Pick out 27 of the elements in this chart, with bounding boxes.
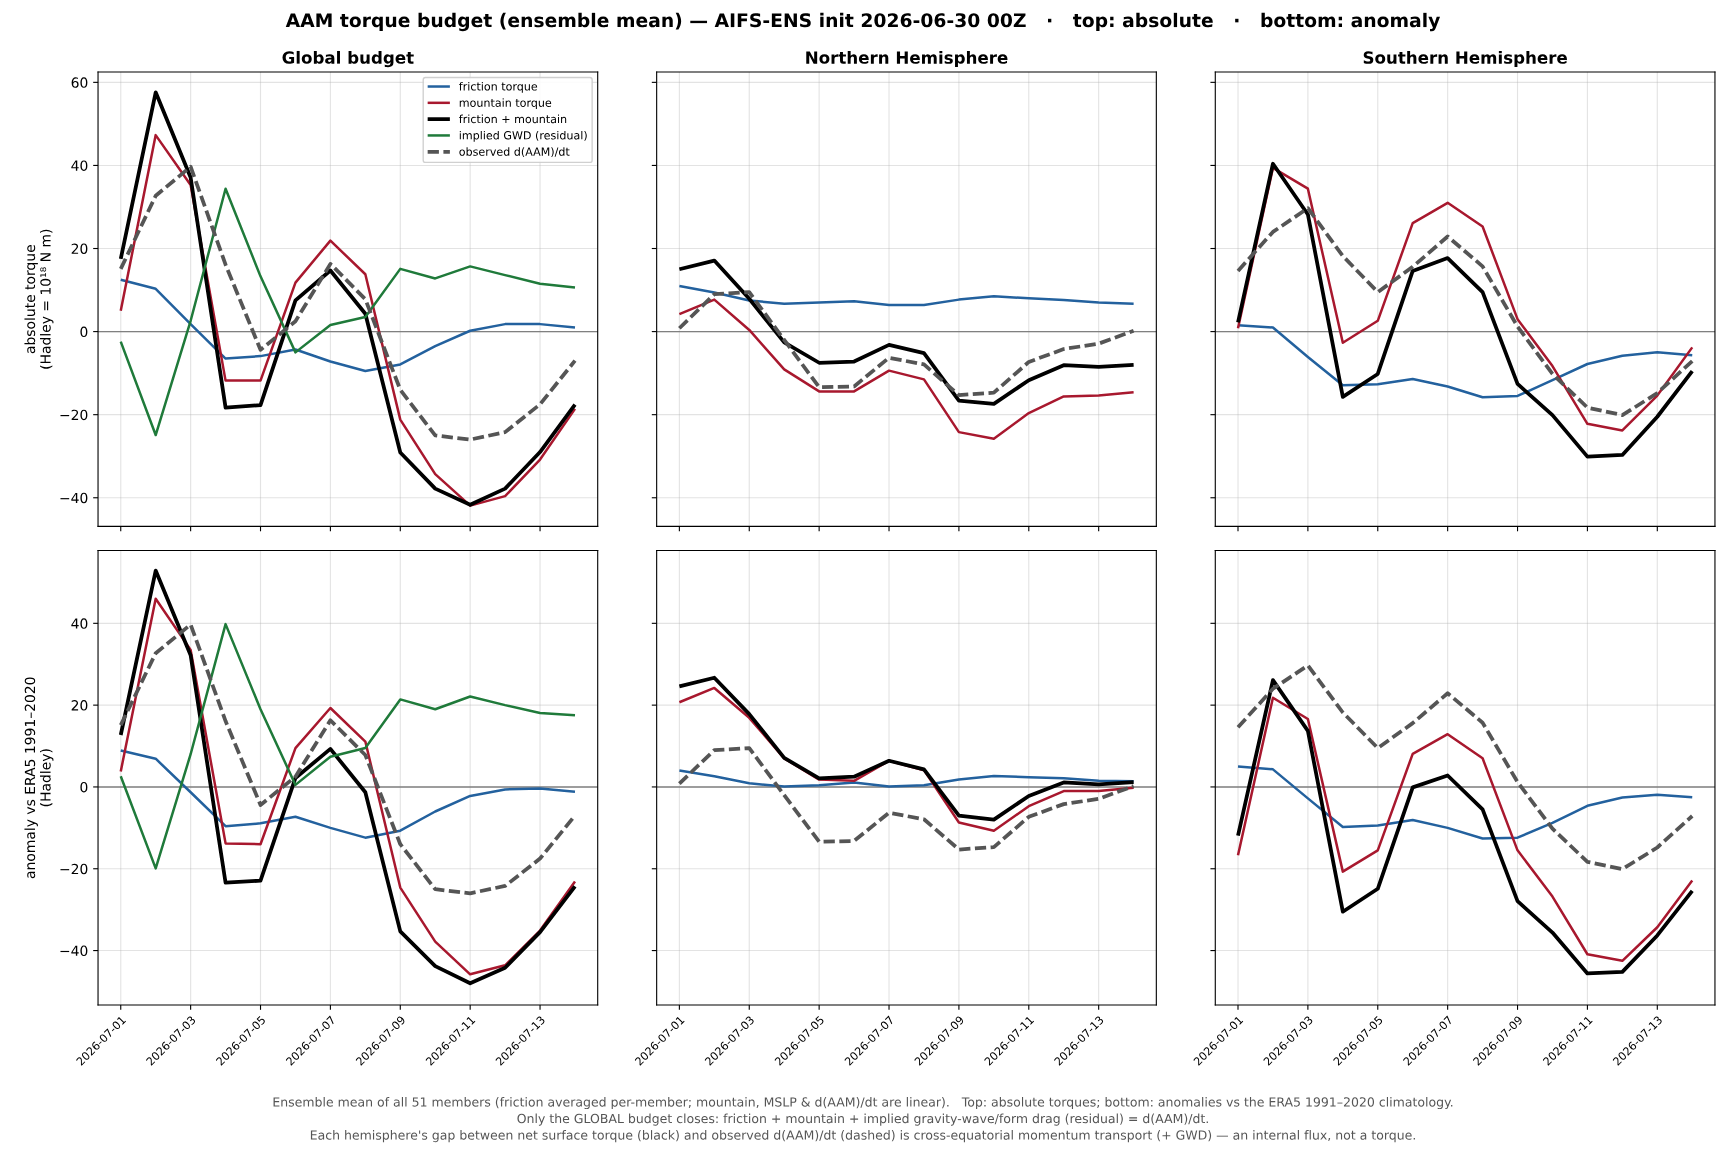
chart-title: Northern Hemisphere xyxy=(806,50,1008,68)
text: Each hemisphere's gap between net surface torque (black) and observed d(AAM)/dt (dashed) is cross-equatorial momentum transport (+ GWD) — an internal flux, not a torque. xyxy=(310,1130,1415,1143)
y-tick-label: 0 xyxy=(80,781,88,793)
legend-label: friction + mountain xyxy=(459,114,567,124)
text: Ensemble mean of all 51 members (friction averaged per-member; mountain, MSLP & d(AAM)/dt are linear). Top: absolute torques; bottom: anomalies vs the ERA5 1991–2020 climatology. xyxy=(273,1097,1453,1110)
y-tick-label: 20 xyxy=(71,700,88,711)
y-tick-label: 0 xyxy=(80,326,88,338)
y-axis-title: absolute torque (Hadley = 10¹⁸ N m) xyxy=(24,229,54,369)
y-tick-label: −20 xyxy=(60,409,88,421)
y-tick-label: −40 xyxy=(60,945,88,957)
line-series xyxy=(119,278,577,373)
chart-title: Southern Hemisphere xyxy=(1363,50,1567,68)
y-tick-label: 40 xyxy=(71,618,88,629)
chart-title: Global budget xyxy=(282,50,414,68)
legend-label: observed d(AAM)/dt xyxy=(459,147,570,158)
y-tick-label: −40 xyxy=(60,492,88,504)
y-tick-label: 40 xyxy=(71,160,88,171)
y-tick-label: −20 xyxy=(60,863,88,875)
legend-label: implied GWD (residual) xyxy=(459,130,587,142)
legend-label: mountain torque xyxy=(459,98,552,110)
line-series xyxy=(119,749,577,839)
text: Only the GLOBAL budget closes: friction + mountain + implied gravity-wave/form drag (residual) = d(AAM)/dt. xyxy=(517,1113,1208,1126)
legend-label: friction torque xyxy=(459,81,538,93)
y-tick-label: 60 xyxy=(71,77,88,88)
y-tick-label: 20 xyxy=(71,243,88,254)
text: AAM torque budget (ensemble mean) — AIFS-ENS init 2026-06-30 00Z · top: absolute · bottom: anomaly xyxy=(285,12,1441,32)
y-axis-title: anomaly vs ERA5 1991–2020 (Hadley) xyxy=(24,677,54,879)
